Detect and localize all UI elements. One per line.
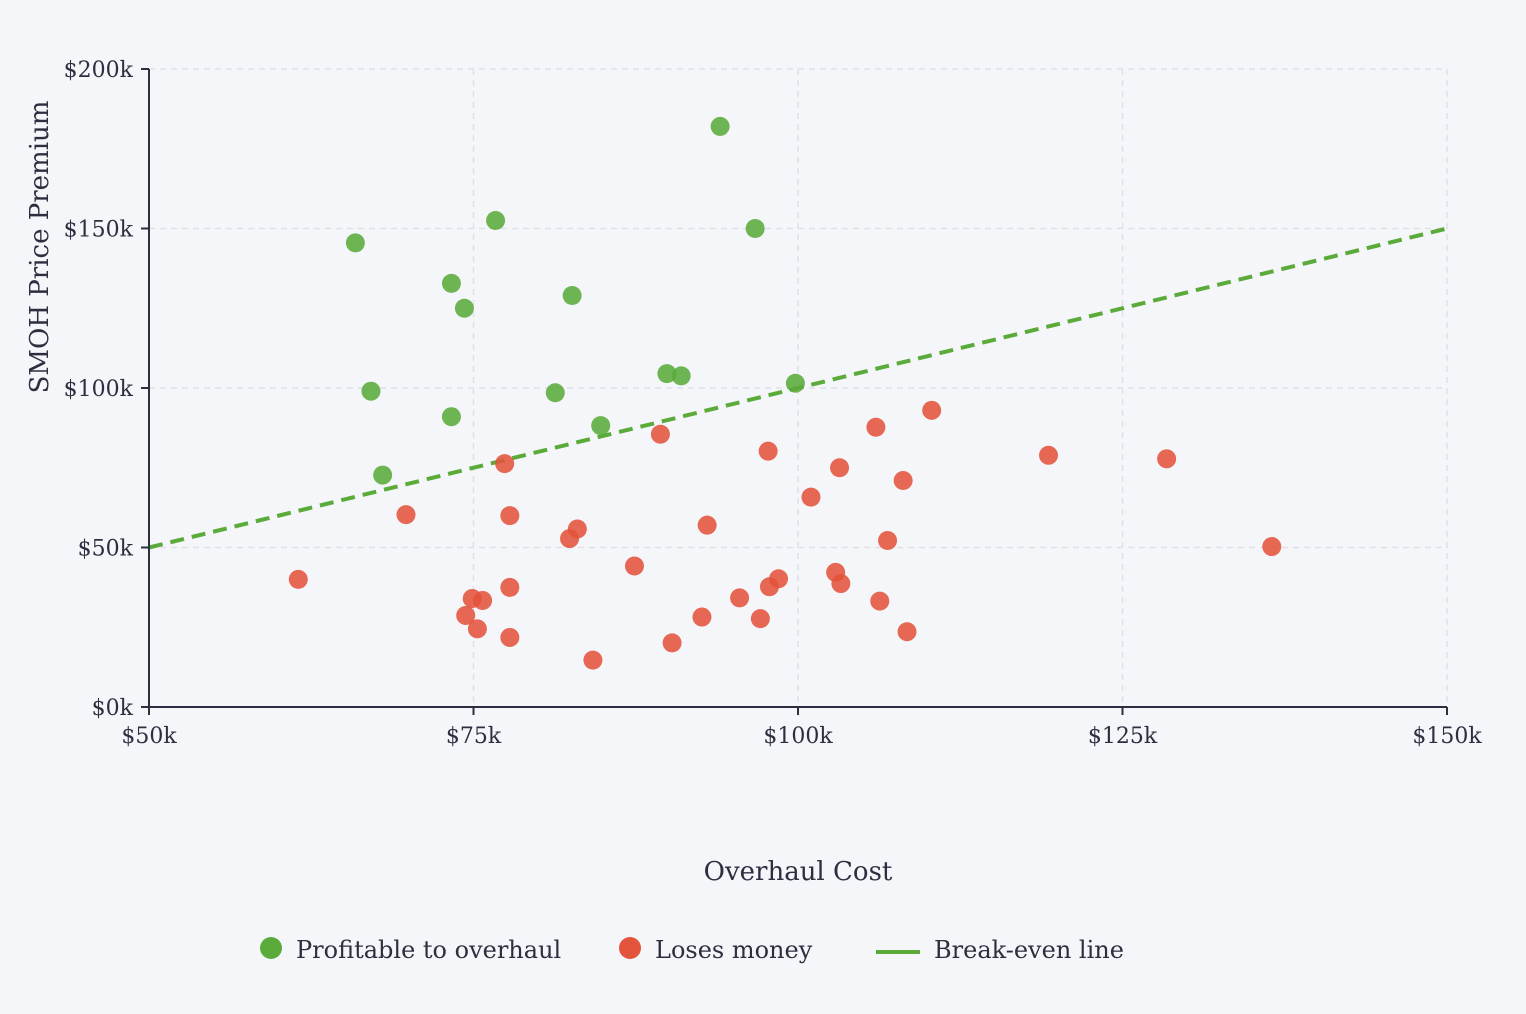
y-tick-label: $100k — [64, 377, 134, 402]
y-ticks: $0k $50k $100k $150k $200k — [64, 58, 149, 721]
loses-money-point[interactable] — [758, 441, 778, 461]
y-axis-title: SMOH Price Premium — [25, 101, 55, 394]
profitable-point[interactable] — [671, 366, 691, 386]
profitable-point[interactable] — [545, 383, 565, 403]
profitable-point[interactable] — [785, 373, 805, 393]
profitable-point[interactable] — [454, 298, 474, 318]
x-axis-title: Overhaul Cost — [704, 857, 893, 887]
y-tick-label: $0k — [92, 696, 134, 721]
x-tick-label: $50k — [121, 724, 177, 749]
loses-money-point[interactable] — [560, 529, 580, 549]
loses-money-point[interactable] — [662, 633, 682, 653]
y-tick-label: $150k — [64, 218, 134, 243]
loses-money-point[interactable] — [878, 530, 898, 550]
profitable-point[interactable] — [657, 364, 677, 384]
y-tick-label: $200k — [64, 58, 134, 83]
loses-money-point[interactable] — [650, 424, 670, 444]
loses-money-point[interactable] — [583, 650, 603, 670]
legend-swatch-profitable — [260, 937, 282, 959]
loses-money-point[interactable] — [500, 627, 520, 647]
loses-money-point[interactable] — [730, 588, 750, 608]
legend-item-loses-money[interactable]: Loses money — [619, 936, 813, 964]
legend-label-profitable: Profitable to overhaul — [296, 936, 561, 964]
legend-swatch-loses-money — [619, 937, 641, 959]
legend-label-break-even: Break-even line — [934, 936, 1124, 964]
profitable-point[interactable] — [361, 381, 381, 401]
profitable-point[interactable] — [373, 465, 393, 485]
loses-money-point[interactable] — [870, 591, 890, 611]
profitable-point[interactable] — [591, 416, 611, 436]
profitable-point[interactable] — [441, 273, 461, 293]
loses-money-point[interactable] — [1039, 445, 1059, 465]
profitable-point[interactable] — [486, 211, 506, 231]
legend: Profitable to overhaul Loses money Break… — [260, 936, 1124, 964]
x-tick-label: $150k — [1412, 724, 1482, 749]
x-tick-label: $75k — [446, 724, 502, 749]
loses-money-point[interactable] — [750, 609, 770, 629]
x-tick-label: $100k — [763, 724, 833, 749]
loses-money-point[interactable] — [831, 574, 851, 594]
loses-money-point[interactable] — [500, 506, 520, 526]
y-tick-label: $50k — [78, 537, 134, 562]
profitable-point[interactable] — [562, 285, 582, 305]
loses-money-point[interactable] — [396, 505, 416, 525]
loses-money-point[interactable] — [473, 590, 493, 610]
profitable-point[interactable] — [745, 219, 765, 238]
profitable-point[interactable] — [710, 116, 730, 136]
loses-money-point[interactable] — [922, 400, 942, 420]
loses-money-point[interactable] — [1262, 537, 1282, 557]
data-points — [288, 116, 1282, 670]
profitable-point[interactable] — [441, 407, 461, 427]
legend-label-loses-money: Loses money — [655, 936, 813, 964]
legend-item-break-even[interactable]: Break-even line — [876, 936, 1124, 964]
legend-item-profitable[interactable]: Profitable to overhaul — [260, 936, 561, 964]
loses-money-point[interactable] — [830, 458, 850, 478]
x-ticks: $50k $75k $100k $125k $150k — [121, 707, 1482, 749]
loses-money-point[interactable] — [866, 417, 886, 437]
loses-money-point[interactable] — [759, 577, 779, 597]
profitable-point[interactable] — [345, 233, 365, 253]
loses-money-point[interactable] — [801, 487, 821, 507]
loses-money-point[interactable] — [1157, 449, 1177, 469]
loses-money-point[interactable] — [624, 556, 644, 576]
loses-money-point[interactable] — [500, 577, 520, 597]
loses-money-point[interactable] — [697, 515, 717, 535]
loses-money-point[interactable] — [495, 454, 515, 474]
loses-money-point[interactable] — [692, 607, 712, 627]
loses-money-point[interactable] — [897, 622, 917, 642]
loses-money-point[interactable] — [893, 471, 913, 491]
loses-money-point[interactable] — [456, 605, 476, 625]
x-tick-label: $125k — [1088, 724, 1158, 749]
loses-money-point[interactable] — [467, 619, 487, 639]
loses-money-point[interactable] — [288, 569, 308, 589]
